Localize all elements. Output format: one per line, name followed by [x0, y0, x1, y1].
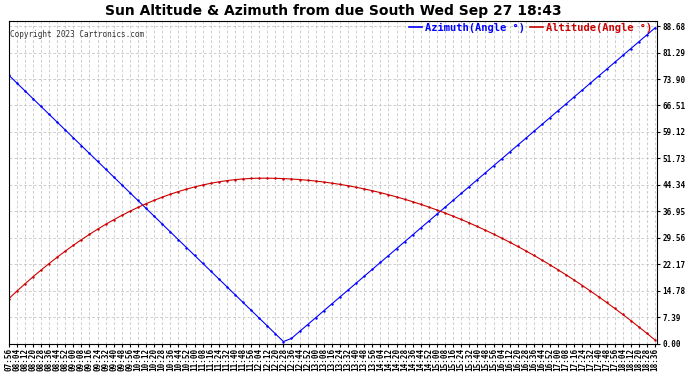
- Legend: Azimuth(Angle °), Altitude(Angle °): Azimuth(Angle °), Altitude(Angle °): [409, 23, 652, 33]
- Text: Copyright 2023 Cartronics.com: Copyright 2023 Cartronics.com: [10, 30, 144, 39]
- Title: Sun Altitude & Azimuth from due South Wed Sep 27 18:43: Sun Altitude & Azimuth from due South We…: [105, 4, 561, 18]
